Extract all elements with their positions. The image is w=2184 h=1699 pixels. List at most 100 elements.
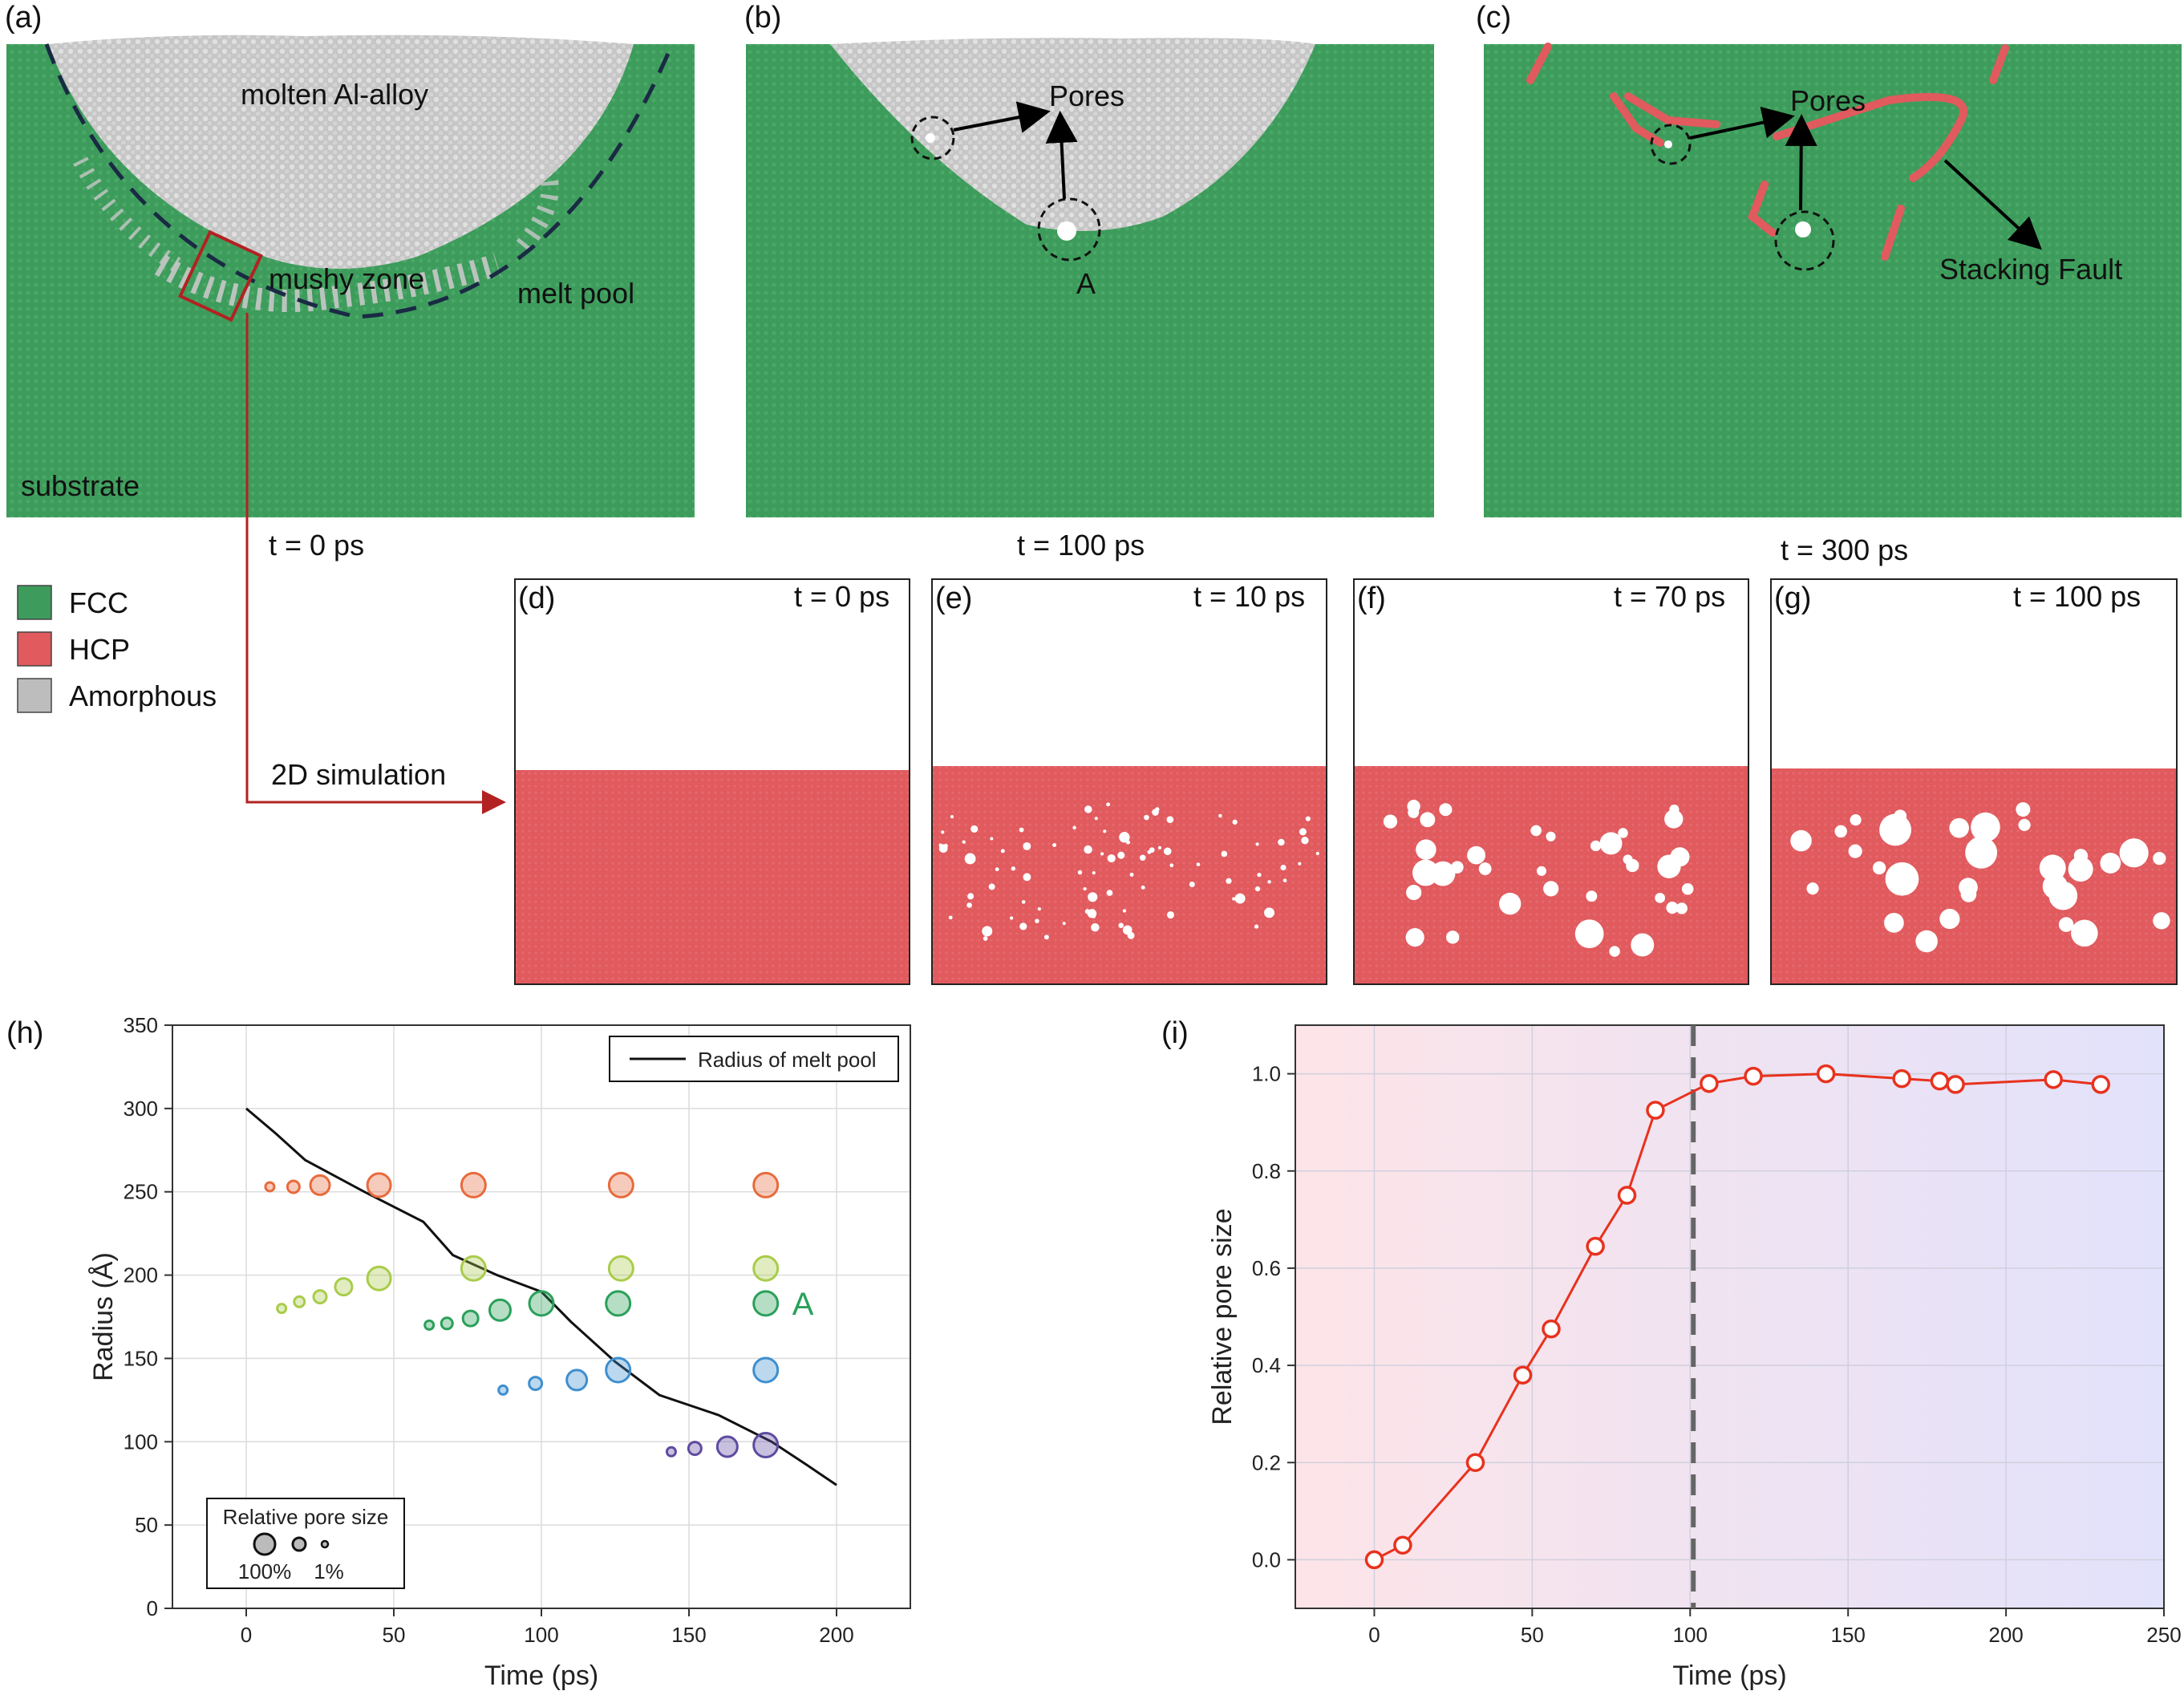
- pore-point: [605, 1290, 632, 1317]
- panel-label-a: (a): [5, 1, 42, 34]
- panel-c-fcc: [1484, 44, 2182, 517]
- xtick-label-h: 0: [241, 1623, 252, 1647]
- pore-point: [276, 1303, 288, 1315]
- size-legend-title: Relative pore size: [223, 1505, 389, 1529]
- molten-pool-region: [48, 34, 634, 269]
- time-d: t = 0 ps: [794, 580, 889, 613]
- panel-label-d: (d): [518, 582, 555, 615]
- panel-a: molten Al-alloy mushy zone melt pool sub…: [5, 1, 695, 814]
- pore-size-point: [1465, 1453, 1485, 1472]
- annotation-A-h: A: [792, 1287, 814, 1322]
- callout-arrow: [245, 313, 506, 814]
- ytick-label-h: 100: [124, 1429, 158, 1454]
- pore-point: [440, 1316, 454, 1331]
- time-b: t = 100 ps: [1017, 529, 1145, 562]
- pore-point: [312, 1289, 328, 1305]
- xtick-label-h: 50: [383, 1623, 406, 1647]
- label-molten: molten Al-alloy: [241, 78, 428, 111]
- ytick-label-h: 350: [124, 1013, 158, 1037]
- phase-legend: FCC HCP Amorphous: [17, 585, 217, 713]
- time-c: t = 300 ps: [1781, 533, 1908, 566]
- ytick-label-h: 300: [124, 1097, 158, 1121]
- size-legend-large: [253, 1532, 277, 1556]
- time-e: t = 10 ps: [1193, 580, 1305, 613]
- xtick-label-i: 50: [1521, 1623, 1544, 1647]
- xtick-label-i: 150: [1830, 1623, 1865, 1647]
- pore-point: [309, 1174, 331, 1196]
- xlabel-h: Time (ps): [484, 1660, 598, 1691]
- ytick-label-i: 0.4: [1252, 1353, 1281, 1377]
- ytick-label-i: 0.6: [1252, 1256, 1281, 1280]
- legend-swatch-hcp: [17, 631, 52, 667]
- pore-point: [366, 1172, 392, 1198]
- pore-point: [605, 1356, 632, 1384]
- pore-size-point: [1930, 1071, 1950, 1091]
- panel-label-g: (g): [1774, 582, 1811, 615]
- label-mushy-zone: mushy zone: [269, 262, 424, 295]
- pore-size-point: [1744, 1066, 1763, 1086]
- plot-background-i: [1295, 1025, 2164, 1608]
- pore-point: [293, 1295, 306, 1308]
- legend-label-amorphous: Amorphous: [69, 679, 217, 712]
- pore-point: [607, 1255, 634, 1282]
- label-stacking-fault: Stacking Fault: [1939, 253, 2122, 286]
- ytick-label-h: 50: [135, 1513, 158, 1537]
- ytick-label-i: 0.8: [1252, 1159, 1281, 1183]
- pore-point: [286, 1179, 301, 1194]
- xlabel-i: Time (ps): [1672, 1660, 1786, 1691]
- panel-label-b: (b): [744, 1, 781, 34]
- xtick-label-i: 0: [1368, 1623, 1380, 1647]
- xtick-label-i: 100: [1673, 1623, 1708, 1647]
- size-legend-100: 100%: [238, 1559, 292, 1583]
- pore-point: [497, 1384, 509, 1396]
- time-g: t = 100 ps: [2013, 580, 2141, 613]
- pore-point: [752, 1356, 780, 1384]
- chart-i: (i) 0 50 100 150 200 250 0.0 0.2 0.4 0.6 0.8 1.0 Tim…: [1161, 1016, 2182, 1691]
- xtick-label-h: 150: [671, 1623, 706, 1647]
- panel-d: (d) t = 0 ps: [514, 578, 910, 985]
- pore-point: [528, 1376, 544, 1392]
- ytick-label-h: 0: [147, 1596, 158, 1620]
- pore-point: [264, 1181, 276, 1193]
- pore-size-point: [1393, 1535, 1412, 1555]
- pore-point: [334, 1277, 354, 1297]
- pore-size-point: [1816, 1064, 1836, 1084]
- xtick-label-h: 100: [524, 1623, 558, 1647]
- panel-label-i: (i): [1161, 1016, 1189, 1050]
- label-melt-pool: melt pool: [517, 277, 634, 310]
- panel-label-e: (e): [935, 582, 972, 615]
- pore-point: [752, 1171, 780, 1198]
- pore-size-point: [1513, 1365, 1533, 1385]
- panel-f: (f) t = 70 ps: [1353, 578, 1749, 985]
- pore-size-point: [2091, 1075, 2110, 1094]
- pore-point: [715, 1435, 739, 1458]
- legend-line-label: Radius of melt pool: [698, 1048, 877, 1072]
- time-f: t = 70 ps: [1614, 580, 1725, 613]
- pore-size-point: [1586, 1236, 1605, 1256]
- pore-point: [565, 1369, 589, 1392]
- label-pores-b: Pores: [1049, 79, 1124, 112]
- legend-swatch-fcc: [17, 585, 52, 620]
- pore-size-point: [1646, 1101, 1665, 1120]
- ytick-label-h: 200: [124, 1263, 158, 1287]
- ytick-label-i: 1.0: [1252, 1062, 1281, 1086]
- ytick-label-h: 150: [124, 1346, 158, 1370]
- stacking-faults: [1526, 43, 2009, 261]
- size-legend-medium: [291, 1536, 307, 1552]
- xtick-label-h: 200: [819, 1623, 853, 1647]
- pore-point: [460, 1255, 487, 1282]
- panel-label-h: (h): [6, 1016, 43, 1050]
- pore-point: [488, 1298, 512, 1322]
- ylabel-i: Relative pore size: [1207, 1208, 1238, 1425]
- panel-label-c: (c): [1476, 1, 1511, 34]
- pore-point: [752, 1290, 780, 1317]
- pore-point: [366, 1265, 392, 1291]
- pore-size-point: [1700, 1073, 1719, 1093]
- label-substrate: substrate: [21, 469, 140, 502]
- panel-e: (e) t = 10 ps: [931, 578, 1327, 985]
- pores-g: [1790, 802, 2170, 953]
- panel-g: (g) t = 100 ps: [1770, 578, 2178, 985]
- pore-size-point: [1364, 1550, 1384, 1570]
- panel-b: Pores A (b) t = 100 ps: [744, 1, 1434, 562]
